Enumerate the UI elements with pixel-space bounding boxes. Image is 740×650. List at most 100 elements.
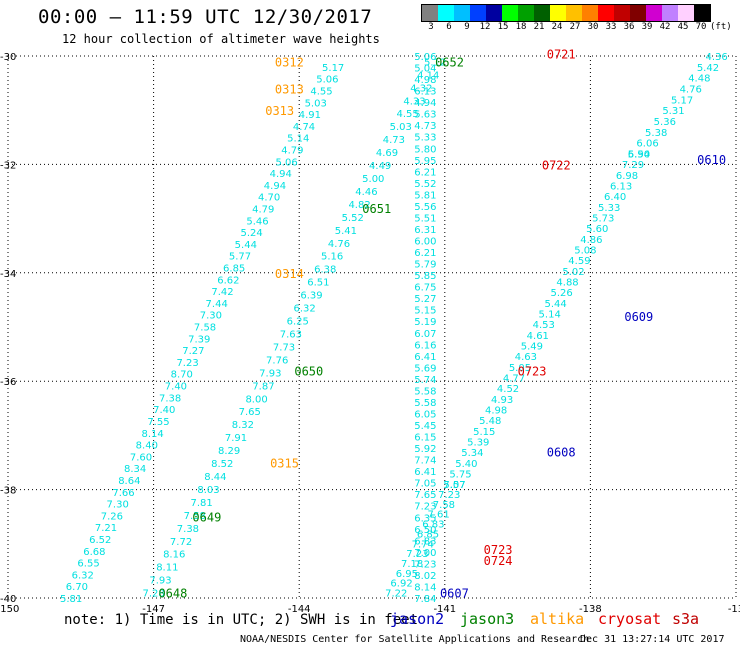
legend-swatch xyxy=(534,5,550,21)
wave-height-value: 4.70 xyxy=(258,193,280,204)
satellite-label-cryosat: cryosat xyxy=(598,610,662,628)
note-text: note: 1) Time is in UTC; 2) SWH is in fe… xyxy=(64,612,419,628)
wave-height-value: 7.74 xyxy=(412,539,434,550)
legend-swatch xyxy=(662,5,678,21)
wave-height-value: 7.74 xyxy=(414,456,436,467)
pass-time-label: 0723 xyxy=(518,364,547,378)
wave-height-value: 6.68 xyxy=(83,547,105,558)
wave-height-value: 7.23 xyxy=(438,490,460,501)
wave-height-value: 7.23 xyxy=(414,559,436,570)
wave-height-value: 4.93 xyxy=(491,395,513,406)
wave-height-value: 7.30 xyxy=(107,500,129,511)
wave-height-value: 7.63 xyxy=(280,329,302,340)
wave-height-value: 6.32 xyxy=(72,570,94,581)
wave-height-value: 5.73 xyxy=(592,214,614,225)
wave-height-value: 6.00 xyxy=(414,237,436,248)
wave-height-value: 4.94 xyxy=(270,169,292,180)
wave-height-value: 7.40 xyxy=(165,382,187,393)
pass-time-label: 0651 xyxy=(362,202,391,216)
legend-label: 39 xyxy=(641,22,653,32)
wave-height-value: 6.16 xyxy=(414,340,436,351)
wave-height-value: 5.16 xyxy=(321,252,343,263)
wave-height-value: 5.41 xyxy=(335,226,357,237)
satellite-label-jason3: jason3 xyxy=(460,610,515,628)
pass-time-label: 0721 xyxy=(547,47,576,61)
wave-height-value: 8.02 xyxy=(414,571,436,582)
wave-height-value: 4.76 xyxy=(680,85,702,96)
wave-height-value: 7.18 xyxy=(401,559,423,570)
wave-height-value: 6.05 xyxy=(414,409,436,420)
legend-swatch xyxy=(598,5,614,21)
pass-time-label: 0652 xyxy=(435,55,464,69)
wave-height-value: 4.46 xyxy=(355,187,377,198)
wave-height-value: 5.24 xyxy=(241,228,263,239)
wave-height-value: 4.49 xyxy=(369,161,391,172)
wave-height-value: 6.55 xyxy=(77,559,99,570)
wave-height-value: 4.88 xyxy=(556,278,578,289)
legend-label: (ft) xyxy=(710,22,732,32)
wave-height-value: 7.44 xyxy=(206,299,228,310)
wave-height-value: 7.93 xyxy=(259,368,281,379)
pass-time-label: 0723 xyxy=(484,543,513,557)
wave-height-value: 4.52 xyxy=(497,384,519,395)
wave-height-value: 7.55 xyxy=(147,417,169,428)
page-title: 00:00 – 11:59 UTC 12/30/2017 xyxy=(38,6,373,28)
wave-height-value: 6.85 xyxy=(417,529,439,540)
wave-height-value: 7.84 xyxy=(414,594,436,605)
wave-height-value: 6.50 xyxy=(414,525,436,536)
wave-height-value: 7.05 xyxy=(414,479,436,490)
wave-height-value: 5.60 xyxy=(586,224,608,235)
wave-height-value: 7.93 xyxy=(149,576,171,587)
wave-height-value: 6.95 xyxy=(396,569,418,580)
wave-height-value: 7.81 xyxy=(191,498,213,509)
wave-height-value: 4.55 xyxy=(310,86,332,97)
wave-height-value: 8.00 xyxy=(245,394,267,405)
wave-height-value: 8.03 xyxy=(197,485,219,496)
pass-time-label: 0650 xyxy=(294,364,323,378)
wave-height-value: 7.23 xyxy=(406,549,428,560)
wave-height-value: 6.38 xyxy=(314,265,336,276)
wave-height-value: 7.38 xyxy=(159,393,181,404)
wave-height-value: 4.91 xyxy=(299,110,321,121)
wave-height-value: 7.73 xyxy=(273,342,295,353)
wave-height-value: 5.17 xyxy=(671,95,693,106)
legend-label: 12 xyxy=(479,22,491,32)
wave-height-value: 5.58 xyxy=(414,398,436,409)
credit-text: NOAA/NESDIS Center for Satellite Applica… xyxy=(240,634,590,645)
wave-height-value: 7.21 xyxy=(95,523,117,534)
wave-height-value: 6.92 xyxy=(390,579,412,590)
wave-height-value: 4.55 xyxy=(396,109,418,120)
wave-height-value: 5.17 xyxy=(322,63,344,74)
wave-height-value: 6.31 xyxy=(414,225,436,236)
wave-height-value: 8.40 xyxy=(136,441,158,452)
wave-height-value: 4.63 xyxy=(515,352,537,363)
wave-height-value: 5.92 xyxy=(414,444,436,455)
page-subtitle: 12 hour collection of altimeter wave hei… xyxy=(62,32,380,46)
wave-height-value: 7.30 xyxy=(200,311,222,322)
wave-height-value: 5.48 xyxy=(479,416,501,427)
wave-height-value: 5.06 xyxy=(275,157,297,168)
wave-height-value: 4.77 xyxy=(503,374,525,385)
pass-time-label: 0608 xyxy=(547,446,576,460)
wave-height-value: 5.42 xyxy=(697,63,719,74)
wave-height-value: 6.21 xyxy=(414,167,436,178)
wave-height-value: 6.51 xyxy=(307,278,329,289)
wave-height-value: 7.22 xyxy=(385,589,407,600)
wave-height-value: 4.74 xyxy=(293,122,315,133)
wave-height-value: 5.03 xyxy=(390,122,412,133)
wave-height-value: 4.69 xyxy=(376,148,398,159)
wave-height-value: 6.83 xyxy=(414,536,436,547)
wave-height-value: 4.86 xyxy=(580,235,602,246)
pass-time-label: 0649 xyxy=(192,511,221,525)
legend-swatch xyxy=(694,5,710,21)
wave-height-value: 4.48 xyxy=(688,74,710,85)
wave-height-value: 5.15 xyxy=(473,427,495,438)
legend-swatch xyxy=(438,5,454,21)
wave-height-value: 5.95 xyxy=(414,156,436,167)
wave-height-value: 8.70 xyxy=(171,370,193,381)
wave-height-value: 4.36 xyxy=(705,52,727,63)
wave-height-value: 5.15 xyxy=(414,306,436,317)
wave-height-value: 5.75 xyxy=(449,470,471,481)
wave-height-value: 5.57 xyxy=(443,480,465,491)
legend-swatch xyxy=(518,5,534,21)
